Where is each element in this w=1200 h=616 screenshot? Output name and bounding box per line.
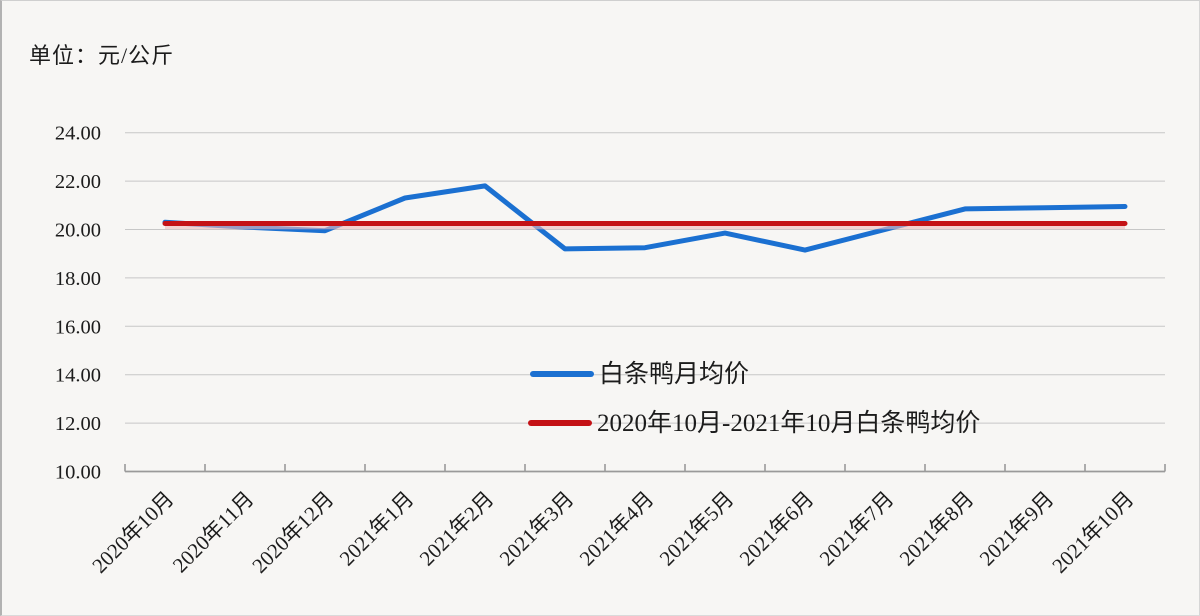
unit-label: 单位：元/公斤 [29,43,174,68]
y-axis-tick-label: 24.00 [55,123,101,145]
x-axis-tick-label: 2021年4月 [575,487,659,571]
x-axis-group [124,464,1166,473]
y-axis-tick-label: 12.00 [55,413,101,435]
x-axis-labels-group: 2020年10月2020年11月2020年12月2021年1月2021年2月20… [87,487,1138,578]
y-axis-tick-label: 16.00 [55,316,101,338]
x-axis-tick-label: 2021年7月 [815,487,899,571]
x-axis-tick-label: 2021年1月 [335,487,419,571]
legend: 白条鸭月均价 2020年10月-2021年10月白条鸭均价 [528,360,980,437]
y-axis-tick-label: 18.00 [55,268,101,290]
series-lines-group [162,183,1128,253]
legend-label-monthly-price: 白条鸭月均价 [599,360,749,388]
legend-label-average-price: 2020年10月-2021年10月白条鸭均价 [597,409,980,437]
x-axis-tick-label: 2021年8月 [895,487,979,571]
y-axis-tick-label: 20.00 [55,220,101,242]
x-axis-tick-label: 2021年2月 [415,487,499,571]
y-axis-labels-group: 24.00 22.00 20.00 18.00 16.00 14.00 12.00 10.00 [55,123,101,484]
y-axis-tick-label: 22.00 [55,171,101,193]
y-axis-tick-label: 10.00 [55,462,101,484]
x-axis-tick-label: 2020年12月 [247,487,338,578]
x-axis-tick-label: 2021年3月 [495,487,579,571]
x-axis-tick-label: 2020年10月 [87,487,178,578]
legend-item-average-price: 2020年10月-2021年10月白条鸭均价 [528,409,980,437]
x-axis-tick-label: 2021年5月 [655,487,739,571]
legend-item-monthly-price: 白条鸭月均价 [530,360,749,388]
x-axis-tick-label: 2020年11月 [168,487,259,578]
x-axis-tick-label: 2021年9月 [975,487,1059,571]
x-axis-tick-label: 2021年10月 [1047,487,1138,578]
monthly-price-line [162,183,1128,253]
y-axis-tick-label: 14.00 [55,365,101,387]
x-axis-tick-label: 2021年6月 [735,487,819,571]
